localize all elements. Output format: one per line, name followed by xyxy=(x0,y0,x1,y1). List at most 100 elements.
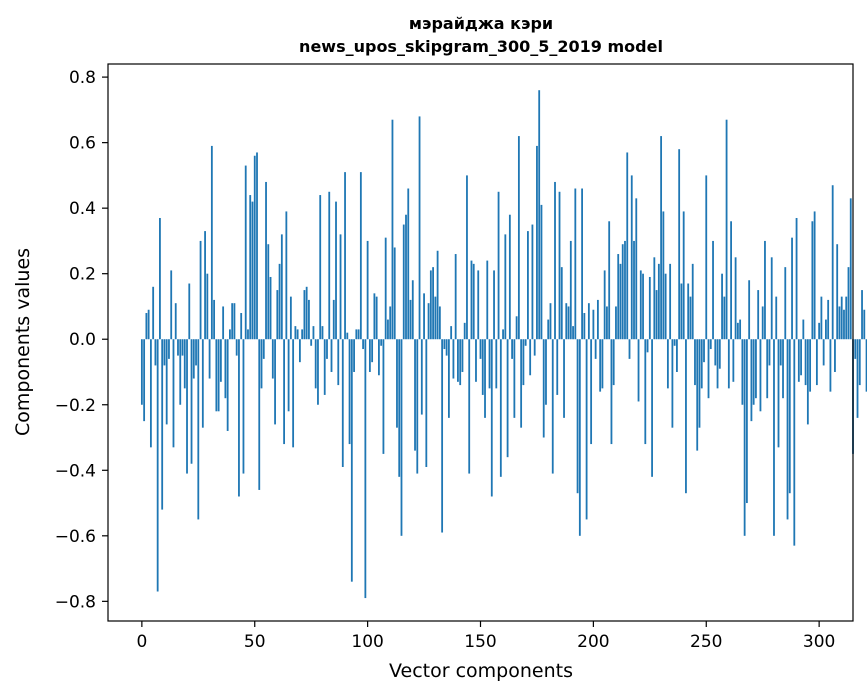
bar-component-129 xyxy=(432,267,434,340)
bar-component-156 xyxy=(493,270,495,340)
bar-component-303 xyxy=(825,319,827,340)
bar-component-226 xyxy=(651,339,653,477)
bar-component-98 xyxy=(362,339,365,350)
bar-component-224 xyxy=(646,339,649,353)
bar-component-50 xyxy=(253,155,256,340)
bar-component-220 xyxy=(637,339,640,402)
bar-component-62 xyxy=(280,234,283,340)
bar-component-190 xyxy=(569,240,572,340)
bar-component-36 xyxy=(222,306,225,340)
bar-component-148 xyxy=(475,339,477,382)
bar-component-274 xyxy=(759,339,762,412)
bar-component-287 xyxy=(788,339,791,494)
bar-component-91 xyxy=(346,332,349,340)
bar-component-94 xyxy=(353,339,355,372)
bar-component-275 xyxy=(761,306,764,340)
bar-component-230 xyxy=(660,136,663,340)
bar-component-116 xyxy=(402,224,405,340)
plot-frame xyxy=(107,63,854,622)
bar-component-127 xyxy=(427,303,430,340)
bar-component-164 xyxy=(511,339,514,359)
bar-component-272 xyxy=(755,339,757,399)
bar-component-200 xyxy=(592,309,595,340)
bar-component-10 xyxy=(163,339,166,366)
bar-component-125 xyxy=(423,293,425,340)
bar-component-197 xyxy=(585,339,588,520)
bar-component-233 xyxy=(666,339,669,389)
bar-component-301 xyxy=(820,296,823,340)
bar-component-289 xyxy=(793,339,796,546)
bar-component-37 xyxy=(224,339,227,399)
bar-component-17 xyxy=(179,339,182,405)
bar-component-60 xyxy=(276,290,279,340)
bar-component-191 xyxy=(572,326,574,340)
bar-component-298 xyxy=(813,211,816,340)
bar-component-63 xyxy=(283,339,285,445)
bar-component-213 xyxy=(621,244,624,340)
bar-component-175 xyxy=(536,145,538,340)
bar-component-277 xyxy=(766,339,769,399)
bar-component-300 xyxy=(818,322,821,340)
bar-component-51 xyxy=(256,152,258,340)
bar-component-273 xyxy=(757,290,760,340)
bar-component-124 xyxy=(420,339,423,415)
bar-component-82 xyxy=(326,339,328,359)
y-axis-ticks: −0.8 −0.6 −0.4 −0.2 0.0 0.2 0.4 0.6 0.8 xyxy=(55,68,108,612)
bar-component-23 xyxy=(192,339,195,379)
bar-component-181 xyxy=(549,303,552,340)
y-tick-label: 0.4 xyxy=(69,199,96,219)
bar-component-39 xyxy=(229,329,231,340)
bar-component-159 xyxy=(499,339,502,477)
bar-component-185 xyxy=(558,191,561,340)
bar-component-24 xyxy=(195,339,197,366)
bar-component-13 xyxy=(170,270,173,340)
bar-component-19 xyxy=(183,339,186,389)
bar-component-207 xyxy=(608,221,611,340)
bar-component-136 xyxy=(447,339,450,418)
bar-component-79 xyxy=(319,195,322,340)
bar-component-306 xyxy=(831,185,834,340)
bar-component-172 xyxy=(529,339,532,376)
bar-component-99 xyxy=(364,339,367,599)
bar-component-85 xyxy=(332,299,335,340)
bar-component-219 xyxy=(635,198,638,340)
bar-component-203 xyxy=(599,339,602,392)
bar-component-299 xyxy=(815,339,818,386)
bar-component-167 xyxy=(517,136,520,340)
bar-component-237 xyxy=(676,339,678,372)
bar-component-7 xyxy=(156,339,159,592)
bar-component-210 xyxy=(615,306,617,340)
bar-component-174 xyxy=(533,339,536,356)
bar-component-240 xyxy=(682,211,685,340)
bar-component-309 xyxy=(838,306,841,340)
bar-component-89 xyxy=(341,339,344,467)
bar-component-86 xyxy=(335,201,337,340)
bar-component-45 xyxy=(242,339,245,474)
bar-component-87 xyxy=(337,339,340,386)
bar-component-137 xyxy=(450,326,453,340)
bar-component-76 xyxy=(312,326,315,340)
bar-component-255 xyxy=(716,339,719,389)
bar-component-58 xyxy=(271,339,274,379)
bar-component-81 xyxy=(323,339,326,395)
bar-component-111 xyxy=(391,119,394,340)
bar-component-209 xyxy=(612,339,615,386)
bar-component-305 xyxy=(829,339,832,392)
bar-component-264 xyxy=(736,322,739,340)
bar-component-25 xyxy=(197,339,200,520)
bar-component-70 xyxy=(298,339,301,363)
bar-component-266 xyxy=(741,339,744,405)
bar-component-307 xyxy=(834,339,836,372)
bar-component-316 xyxy=(854,339,857,359)
bar-component-142 xyxy=(461,339,464,372)
bar-component-318 xyxy=(858,339,861,386)
bar-component-18 xyxy=(181,339,184,356)
bar-component-140 xyxy=(457,339,459,382)
bar-component-119 xyxy=(409,299,412,340)
bar-component-268 xyxy=(745,339,748,504)
bar-component-84 xyxy=(330,339,333,372)
bar-component-294 xyxy=(804,339,807,386)
x-axis-label: Vector components xyxy=(389,660,573,682)
bar-component-157 xyxy=(495,339,498,389)
bar-component-170 xyxy=(524,339,527,346)
